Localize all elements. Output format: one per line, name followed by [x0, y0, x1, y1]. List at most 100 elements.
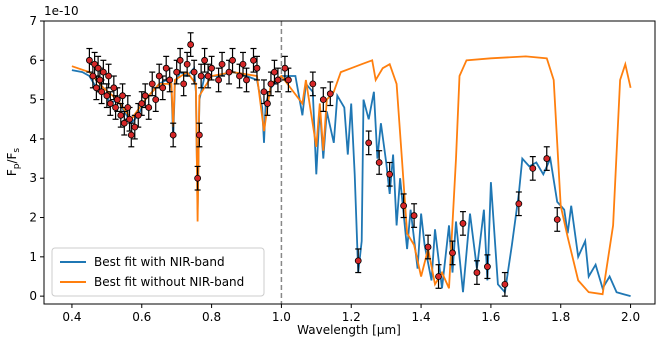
- legend-label: Best fit without NIR-band: [94, 275, 244, 289]
- data-point: [229, 56, 236, 64]
- data-point: [155, 72, 163, 80]
- data-point: [204, 72, 212, 80]
- data-point: [176, 56, 184, 64]
- data-point: [309, 80, 317, 88]
- y-offset-label: 1e-10: [44, 4, 79, 18]
- data-point: [515, 200, 523, 208]
- data-point: [145, 104, 153, 111]
- data-point: [386, 170, 394, 178]
- data-point: [459, 220, 467, 227]
- data-point: [284, 76, 292, 84]
- data-point: [410, 212, 418, 219]
- y-tick-label: 5: [29, 93, 37, 107]
- x-tick-label: 0.4: [62, 310, 81, 324]
- data-point: [183, 60, 191, 68]
- data-point: [117, 111, 125, 119]
- data-point: [120, 119, 128, 127]
- data-point: [281, 64, 289, 72]
- data-point: [138, 100, 146, 107]
- y-tick-label: 3: [29, 171, 37, 185]
- data-point: [264, 100, 271, 107]
- data-point: [124, 104, 132, 111]
- x-tick-label: 1.0: [272, 310, 291, 324]
- data-point: [243, 76, 250, 84]
- data-point: [105, 72, 112, 80]
- y-tick-label: 0: [29, 289, 37, 303]
- data-point: [152, 96, 160, 104]
- data-point: [449, 249, 456, 257]
- x-tick-label: 0.6: [132, 310, 151, 324]
- data-point: [180, 80, 188, 88]
- y-tick-label: 7: [29, 14, 37, 28]
- data-point: [501, 280, 509, 288]
- data-point: [103, 92, 111, 100]
- data-point: [553, 216, 561, 223]
- data-point: [267, 80, 275, 88]
- data-point: [319, 96, 327, 104]
- y-label-part: p: [12, 163, 22, 169]
- legend-box: [51, 247, 265, 297]
- y-tick-label: 2: [29, 211, 37, 225]
- x-tick-label: 0.8: [202, 310, 221, 324]
- data-point: [98, 88, 106, 96]
- data-point: [119, 92, 126, 100]
- data-point: [96, 76, 104, 84]
- data-point: [173, 68, 181, 76]
- data-point: [190, 68, 198, 76]
- data-point: [148, 80, 156, 88]
- plot-frame: [43, 20, 656, 305]
- data-point: [239, 60, 247, 68]
- data-point: [92, 84, 100, 92]
- data-point: [195, 131, 203, 139]
- data-point: [375, 159, 383, 166]
- y-label-part: s: [12, 148, 22, 153]
- data-point: [112, 104, 119, 111]
- y-tick-label: 1: [29, 250, 37, 264]
- data-point: [435, 273, 442, 280]
- data-point: [106, 100, 114, 107]
- data-point: [201, 56, 209, 64]
- data-point: [94, 64, 102, 72]
- data-point: [194, 174, 202, 182]
- data-point: [225, 68, 233, 76]
- y-label-part: /F: [5, 152, 19, 163]
- data-point: [110, 84, 118, 92]
- y-label-part: F: [5, 169, 19, 176]
- data-point: [400, 202, 408, 210]
- data-point: [250, 56, 257, 64]
- data-point: [424, 243, 432, 251]
- data-point: [89, 72, 97, 80]
- data-point: [236, 72, 243, 80]
- data-point: [85, 56, 93, 64]
- x-tick-label: 1.2: [342, 310, 361, 324]
- data-point: [218, 60, 226, 68]
- legend: Best fit with NIR-band Best fit without N…: [51, 247, 265, 297]
- data-point: [141, 92, 149, 100]
- data-point: [253, 64, 261, 72]
- x-axis-label: Wavelength [μm]: [297, 323, 401, 337]
- data-point: [484, 263, 491, 271]
- x-tick-label: 2.0: [621, 310, 640, 324]
- data-point: [169, 131, 177, 139]
- data-point: [162, 64, 170, 72]
- data-point: [166, 76, 174, 84]
- data-point: [260, 88, 268, 96]
- data-point: [126, 115, 133, 123]
- data-point: [99, 68, 107, 76]
- data-point: [127, 131, 135, 139]
- data-point: [187, 41, 195, 48]
- x-tick-label: 1.6: [481, 310, 500, 324]
- legend-label: Best fit with NIR-band: [94, 255, 225, 269]
- data-point: [208, 64, 215, 72]
- data-point: [543, 155, 551, 162]
- line: [71, 55, 632, 296]
- data-point: [159, 84, 167, 92]
- data-point: [365, 139, 373, 147]
- data-point: [326, 90, 334, 98]
- data-point: [274, 76, 282, 84]
- y-tick-label: 6: [29, 53, 37, 67]
- data-point: [134, 111, 142, 119]
- data-point: [215, 76, 222, 84]
- data-point: [113, 96, 121, 104]
